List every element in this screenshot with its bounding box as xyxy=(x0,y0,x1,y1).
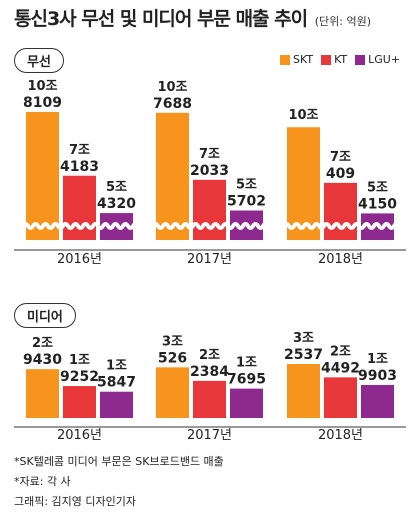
value-label-lgu-2018-eok: 9903 xyxy=(358,368,397,384)
value-label-kt-2016-eok: 4183 xyxy=(60,159,99,175)
bar-skt-2016 xyxy=(26,112,59,240)
bar-lgu-2016 xyxy=(100,391,133,418)
value-label-skt-2017-eok: 526 xyxy=(158,350,187,366)
footnotes: *SK텔레콤 미디어 부문은 SK브로드밴드 매출 *자료: 각 사 그래픽: … xyxy=(14,452,224,512)
value-label-kt-2017-eok: 2033 xyxy=(190,163,229,179)
footnote-source-detail: *SK텔레콤 미디어 부문은 SK브로드밴드 매출 xyxy=(14,455,224,468)
chart-title: 통신3사 무선 및 미디어 부문 매출 추이 (단위: 억원) xyxy=(14,4,371,31)
bar-skt-2018 xyxy=(287,127,320,240)
category-label-2017: 2017년 xyxy=(187,252,232,267)
value-label-kt-2016-jo: 1조 xyxy=(69,353,90,368)
footnote-source: *자료: 각 사 xyxy=(14,475,71,488)
category-label-2018: 2018년 xyxy=(318,428,363,443)
bar-skt-2018 xyxy=(287,364,320,418)
section-label-media: 미디어 xyxy=(14,303,76,328)
legend-label-kt: KT xyxy=(334,53,348,66)
value-label-lgu-2018-jo: 5조 xyxy=(367,180,388,195)
value-label-skt-2018: 10조 xyxy=(288,108,318,123)
bar-lgu-2017 xyxy=(230,388,263,418)
legend: SKT KT LGU+ xyxy=(280,53,412,66)
footnote-credit: 그래픽: 김지영 디자인기자 xyxy=(14,495,137,508)
bar-kt-2018 xyxy=(324,182,357,240)
value-label-lgu-2017-eok: 5702 xyxy=(227,193,266,209)
category-label-2017: 2017년 xyxy=(187,428,232,443)
value-label-kt-2018-eok: 4492 xyxy=(321,360,360,376)
section-label-wireless: 무선 xyxy=(14,48,64,73)
value-label-kt-2018-eok: 409 xyxy=(326,166,355,182)
value-label-kt-2018-jo: 2조 xyxy=(330,344,351,359)
value-label-skt-2017-jo: 3조 xyxy=(162,334,183,349)
bar-kt-2017 xyxy=(193,380,226,418)
legend-swatch-kt xyxy=(321,54,332,65)
legend-swatch-skt xyxy=(280,54,290,65)
bar-skt-2017 xyxy=(156,367,189,418)
value-label-skt-2016-jo: 10조 xyxy=(27,79,57,94)
value-label-lgu-2017-jo: 5조 xyxy=(236,177,257,192)
legend-label-skt: SKT xyxy=(293,53,314,66)
category-label-2018: 2018년 xyxy=(318,252,363,267)
bar-kt-2017 xyxy=(193,179,226,240)
value-label-skt-2017-jo: 10조 xyxy=(157,80,187,95)
value-label-kt-2017-jo: 2조 xyxy=(199,348,220,363)
value-label-skt-2018-jo: 3조 xyxy=(293,331,314,346)
bar-kt-2016 xyxy=(63,386,96,418)
value-label-lgu-2016-eok: 5847 xyxy=(97,375,136,391)
legend-item-skt: SKT xyxy=(280,53,313,66)
category-label-2016: 2016년 xyxy=(57,252,102,267)
unit-label: (단위: 억원) xyxy=(314,15,372,28)
value-label-kt-2017-jo: 7조 xyxy=(199,147,220,162)
value-label-kt-2016-jo: 7조 xyxy=(69,143,90,158)
value-label-skt-2016-jo: 2조 xyxy=(32,336,53,351)
legend-item-lgu: LGU+ xyxy=(355,53,400,66)
bar-kt-2018 xyxy=(324,377,357,418)
value-label-skt-2016-eok: 9430 xyxy=(23,352,62,368)
value-label-skt-2016-eok: 8109 xyxy=(23,95,62,111)
value-label-kt-2016-eok: 9252 xyxy=(60,369,99,385)
value-label-lgu-2016-jo: 5조 xyxy=(106,180,127,195)
value-label-lgu-2017-eok: 7695 xyxy=(227,372,266,388)
legend-label-lgu: LGU+ xyxy=(368,53,401,66)
value-label-skt-2018-eok: 2537 xyxy=(284,347,323,363)
axis-break-wave-2017 xyxy=(151,222,275,230)
value-label-lgu-2016-eok: 4320 xyxy=(97,196,136,212)
title-text: 통신3사 무선 및 미디어 부문 매출 추이 xyxy=(14,8,308,30)
value-label-skt-2017-eok: 7688 xyxy=(153,96,192,112)
legend-swatch-lgu xyxy=(355,54,366,65)
category-label-2016: 2016년 xyxy=(57,428,102,443)
bar-skt-2017 xyxy=(156,112,189,240)
legend-item-kt: KT xyxy=(321,53,347,66)
axis-break-wave-2016 xyxy=(21,222,145,230)
value-label-lgu-2016-jo: 1조 xyxy=(106,359,127,374)
value-label-kt-2018-jo: 7조 xyxy=(330,150,351,165)
bar-skt-2016 xyxy=(26,369,59,418)
value-label-lgu-2017-jo: 1조 xyxy=(236,356,257,371)
value-label-lgu-2018-eok: 4150 xyxy=(358,196,397,212)
value-label-lgu-2018-jo: 1조 xyxy=(367,352,388,367)
value-label-kt-2017-eok: 2384 xyxy=(190,364,229,380)
bar-lgu-2018 xyxy=(361,384,394,418)
bar-kt-2016 xyxy=(63,175,96,240)
axis-break-wave-2018 xyxy=(282,222,406,230)
